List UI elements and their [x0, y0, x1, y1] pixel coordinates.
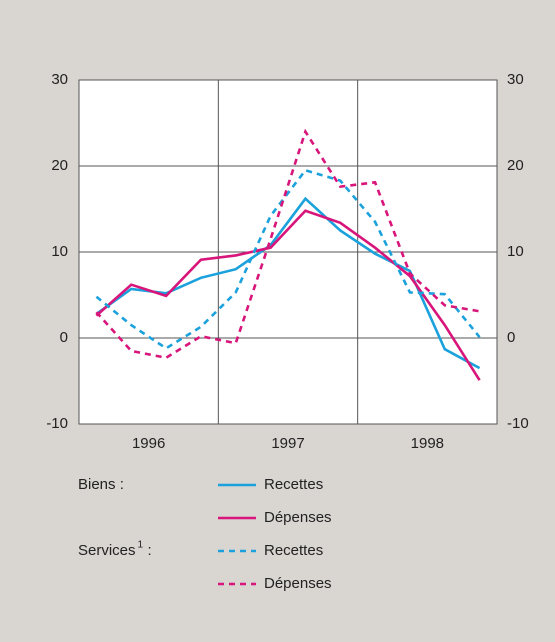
x-tick-label: 1996: [132, 435, 165, 452]
y-tick-label: 10: [51, 243, 68, 260]
footnote-mark: 1: [138, 540, 144, 551]
series-line: [95, 128, 480, 360]
y2-tick-label: 20: [507, 157, 524, 174]
legend-label: Recettes: [264, 542, 323, 559]
y-tick-label: 0: [60, 329, 68, 346]
y2-tick-label: 30: [507, 71, 524, 88]
x-tick-label: 1997: [271, 435, 304, 452]
series-line: [95, 209, 481, 381]
legend-label: Dépenses: [264, 575, 332, 592]
y2-tick-label: 0: [507, 329, 515, 346]
y-tick-label: 20: [51, 157, 68, 174]
legend-group-label: Biens :: [78, 476, 124, 493]
legend-group-label: Services: [78, 542, 136, 559]
y2-tick-label: 10: [507, 243, 524, 260]
legend-label: Dépenses: [264, 509, 332, 526]
y-tick-label: -10: [46, 415, 68, 432]
legend-label: Recettes: [264, 476, 323, 493]
legend-group-suffix: :: [148, 542, 152, 559]
series-line: [95, 168, 481, 350]
y2-tick-label: -10: [507, 415, 529, 432]
x-tick-label: 1998: [411, 435, 444, 452]
y-tick-label: 30: [51, 71, 68, 88]
